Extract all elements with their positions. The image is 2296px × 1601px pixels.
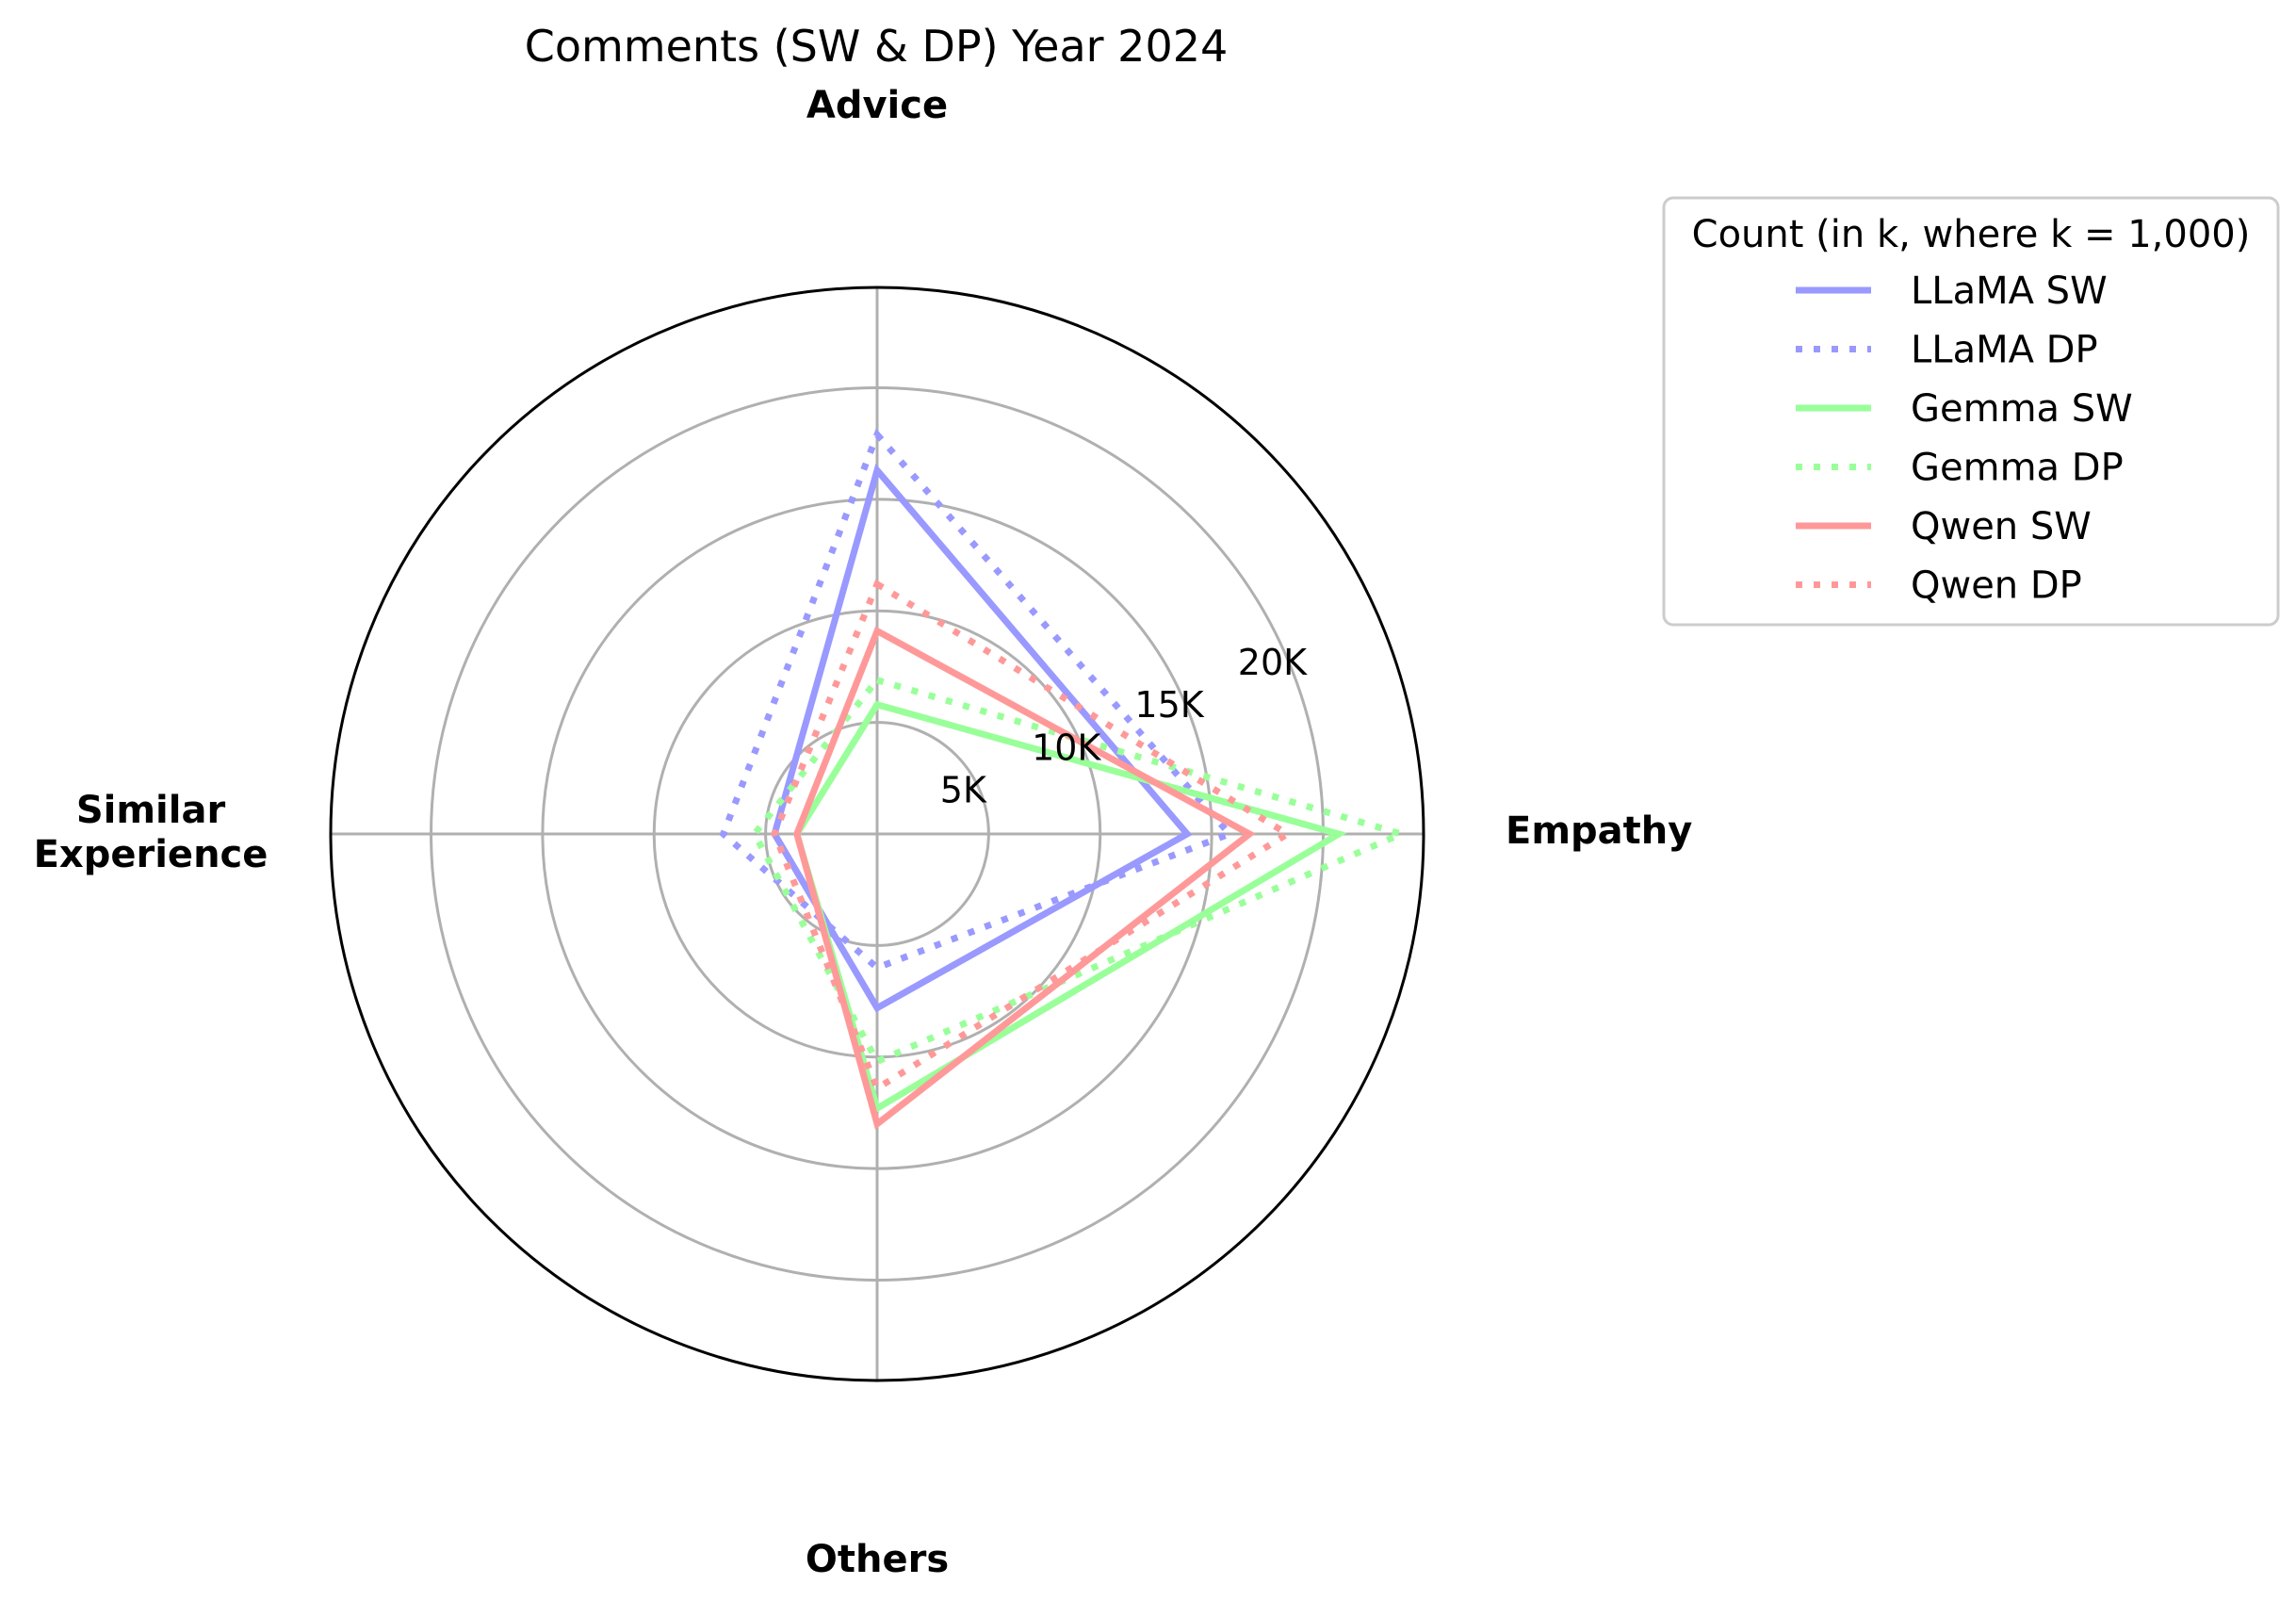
tick-label-5: 5K (940, 770, 987, 811)
legend-items: LLaMA SW LLaMA DP Gemma SW Gemma DP Qwen SW Q… (1796, 270, 2133, 608)
legend-label-llama-sw: LLaMA SW (1911, 270, 2108, 313)
axis-label-empathy: Empathy (1506, 809, 1692, 853)
tick-label-10: 10K (1032, 727, 1101, 768)
axis-label-advice: Advice (806, 84, 948, 127)
series-llama-dp (719, 428, 1235, 972)
legend-label-qwen-sw: Qwen SW (1911, 505, 2092, 548)
series-layer (719, 428, 1411, 1130)
legend-label-gemma-dp: Gemma DP (1911, 447, 2124, 490)
tick-label-20: 20K (1238, 642, 1308, 683)
legend-item-llama-sw: LLaMA SW (1796, 270, 2108, 313)
legend-item-llama-dp: LLaMA DP (1796, 329, 2098, 372)
polar-frame (329, 286, 1425, 1382)
legend-label-gemma-sw: Gemma SW (1911, 387, 2133, 431)
axis-label-others: Others (806, 1538, 949, 1581)
legend-item-gemma-dp: Gemma DP (1796, 447, 2124, 490)
series-qwen-sw (793, 626, 1256, 1130)
grid-layer (329, 286, 1425, 1382)
legend-item-qwen-sw: Qwen SW (1796, 505, 2092, 548)
series-gemma-sw (793, 700, 1347, 1114)
series-gemma-dp (750, 676, 1411, 1066)
legend-title: Count (in k, where k = 1,000) (1692, 213, 2251, 256)
legend-item-gemma-sw: Gemma SW (1796, 387, 2133, 431)
legend-frame (1662, 196, 2280, 627)
series-qwen-dp (771, 579, 1295, 1094)
legend-label-llama-dp: LLaMA DP (1911, 329, 2098, 372)
axis-label-similar-experience: Similar Experience (34, 789, 269, 876)
label-layer: 5K 10K 15K 20K Advice Empathy Others Similar Exp… (34, 84, 1693, 1581)
series-llama-sw (771, 463, 1193, 1013)
tick-label-15: 15K (1134, 684, 1204, 726)
legend: Count (in k, where k = 1,000) LLaMA SWLL… (1662, 196, 2280, 627)
legend-item-qwen-dp: Qwen DP (1796, 564, 2082, 608)
legend-label-qwen-dp: Qwen DP (1911, 564, 2082, 608)
chart-title: Comments (SW & DP) Year 2024 (525, 21, 1229, 72)
